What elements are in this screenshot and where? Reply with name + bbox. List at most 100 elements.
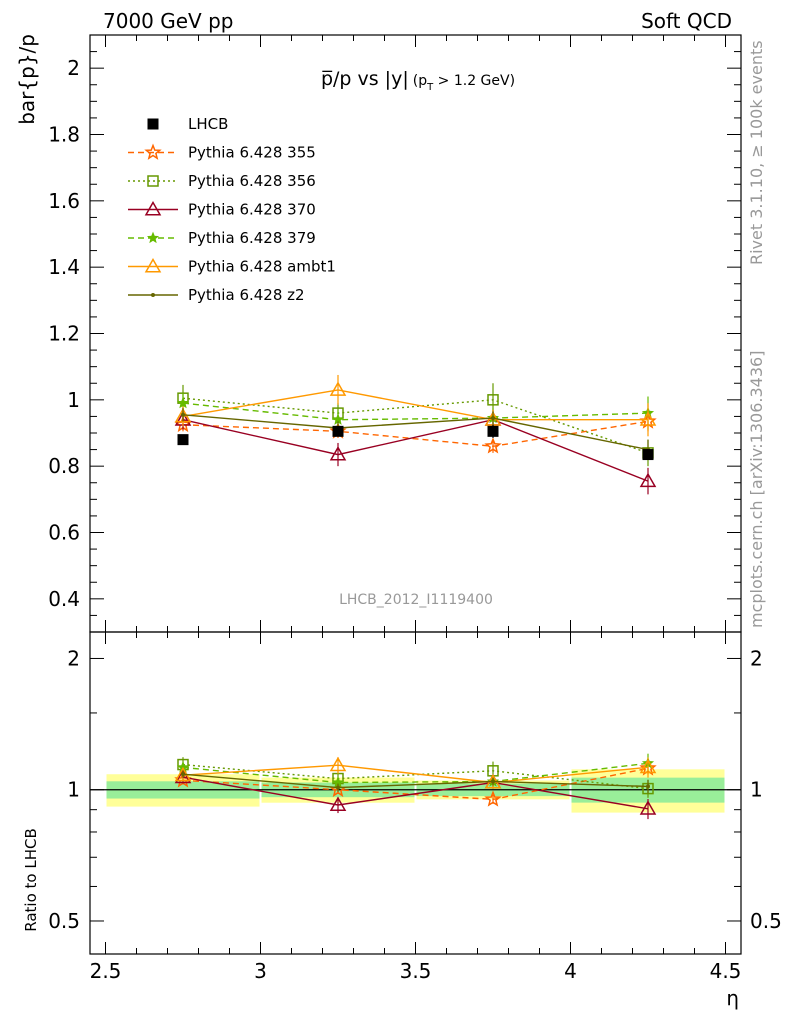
series-1 (177, 383, 654, 467)
x-tick-label: 3 (254, 959, 267, 983)
title-subscript: T (426, 82, 434, 93)
series-marker (487, 394, 499, 406)
series-0 (174, 411, 657, 454)
legend-label: Pythia 6.428 z2 (188, 286, 305, 304)
ratio-marker (329, 796, 347, 811)
analysis-watermark: LHCB_2012_I1119400 (339, 592, 493, 608)
x-tick-label: 2.5 (90, 959, 122, 983)
ratio-series (174, 753, 657, 820)
series-marker (491, 416, 495, 421)
y-tick-label: 1.8 (48, 123, 80, 147)
series-marker (639, 472, 657, 488)
ratio-y-axis-label: Ratio to LHCB (22, 828, 40, 932)
title-main: p̅/p vs |y| (321, 68, 409, 90)
ratio-y-tick-label-right: 1 (750, 778, 763, 802)
legend-marker (144, 200, 162, 216)
ratio-y-tick-label: 1 (67, 778, 80, 802)
legend-marker (151, 293, 155, 297)
ratio-y-tick-label-right: 0.5 (750, 909, 782, 933)
legend-item-5: Pythia 6.428 z2 (128, 286, 305, 304)
ratio-series-line (182, 776, 649, 810)
series-marker (181, 412, 185, 417)
ratio-marker (639, 758, 657, 774)
y-tick-label: 0.8 (48, 454, 80, 478)
legend: LHCB Pythia 6.428 355 Pythia 6.428 356 Pyth… (128, 115, 336, 304)
ratio-series-line (182, 773, 649, 789)
data-points (177, 424, 654, 461)
series-marker (329, 381, 347, 396)
data-marker (642, 449, 654, 461)
x-axis-label: η (726, 986, 739, 1010)
ratio-marker (329, 756, 347, 772)
series-marker (176, 396, 190, 409)
x-tick-label: 4 (564, 959, 577, 983)
y-tick-label: 0.6 (48, 521, 80, 545)
ratio-y-tick-label: 0.5 (48, 909, 80, 933)
legend-label: LHCB (188, 115, 228, 133)
series-5 (181, 408, 650, 460)
ratio-marker (484, 790, 502, 807)
y-axis-label: bar{p}/p (15, 34, 39, 125)
ratio-series-line (182, 762, 649, 784)
legend-label: Pythia 6.428 355 (188, 144, 316, 162)
legend-label: Pythia 6.428 379 (188, 229, 316, 247)
ratio-series-5 (181, 770, 650, 794)
x-tick-label: 3.5 (400, 959, 432, 983)
legend-marker (147, 175, 159, 187)
axis-tick-labels: 2.5 3 3.5 4 4.5 0.4 0.6 0.8 1 1.2 1.4 1.6 1.8 2 0.5 0.5… (48, 56, 782, 983)
legend-item-3: Pythia 6.428 379 (128, 229, 316, 247)
series-line (182, 418, 649, 482)
legend-marker (144, 257, 162, 273)
header-left: 7000 GeV pp (103, 9, 234, 33)
side-label-mcplots: mcplots.cern.ch [arXiv:1306.3436] (747, 351, 766, 628)
y-tick-label: 1.2 (48, 322, 80, 346)
data-marker (332, 425, 344, 437)
title-paren-close: > 1.2 GeV) (433, 73, 515, 89)
series-line (182, 414, 649, 451)
ratio-marker (491, 779, 495, 784)
legend-item-data: LHCB (147, 115, 228, 133)
series-line (182, 402, 649, 421)
series-marker (639, 411, 657, 426)
series-marker (484, 437, 502, 454)
y-tick-label: 0.4 (48, 587, 80, 611)
ratio-plot-frame (89, 631, 742, 955)
y-tick-label: 1.4 (48, 255, 80, 279)
legend-marker (144, 143, 162, 160)
series-marker (329, 446, 347, 461)
legend-marker (146, 231, 160, 244)
legend-item-2: Pythia 6.428 370 (128, 201, 316, 219)
ratio-y-tick-label: 2 (67, 646, 80, 670)
main-series (174, 374, 657, 495)
y-tick-label: 1 (67, 388, 80, 412)
ratio-marker (336, 785, 340, 790)
data-marker (177, 434, 189, 446)
ratio-marker (646, 784, 650, 789)
legend-label: Pythia 6.428 ambt1 (188, 258, 336, 276)
ratio-series-line (182, 764, 649, 784)
legend-item-0: Pythia 6.428 355 (128, 143, 316, 162)
legend-item-4: Pythia 6.428 ambt1 (128, 258, 336, 276)
ratio-series-line (182, 767, 649, 801)
legend-marker (147, 118, 159, 130)
ratio-y-tick-label-right: 2 (750, 646, 763, 670)
legend-label: Pythia 6.428 370 (188, 201, 316, 219)
header-right: Soft QCD (641, 9, 732, 33)
ratio-marker (181, 772, 185, 777)
series-line (182, 389, 648, 421)
legend-label: Pythia 6.428 356 (188, 172, 316, 190)
y-tick-label: 2 (67, 56, 80, 80)
plot-title: p̅/p vs |y| (pT > 1.2 GeV) (321, 68, 515, 93)
series-line (182, 420, 649, 448)
x-tick-label: 4.5 (710, 959, 742, 983)
legend-item-1: Pythia 6.428 356 (128, 172, 316, 190)
ratio-marker (174, 768, 192, 784)
y-tick-label: 1.6 (48, 189, 80, 213)
series-3 (176, 393, 655, 430)
ratio-marker (639, 800, 657, 815)
series-line (182, 397, 649, 454)
data-marker (487, 425, 499, 437)
title-paren-open: (p (413, 73, 427, 89)
side-label-rivet: Rivet 3.1.10, ≥ 100k events (747, 40, 766, 265)
